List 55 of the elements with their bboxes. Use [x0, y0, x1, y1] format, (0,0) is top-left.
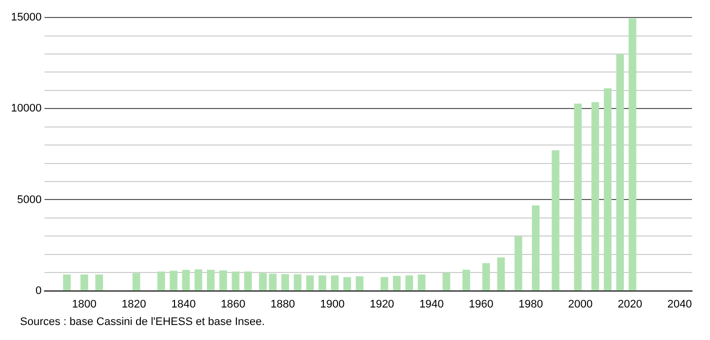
x-tick-label: 1920 — [370, 298, 394, 310]
bar — [294, 274, 302, 291]
bar — [95, 274, 103, 291]
bar — [482, 263, 490, 291]
y-tick-label: 15000 — [10, 12, 42, 24]
x-tick-label: 1880 — [270, 298, 295, 310]
x-tick-label: 1980 — [518, 298, 544, 310]
bar — [330, 275, 339, 291]
bar — [63, 274, 71, 291]
bar — [232, 272, 240, 291]
bar — [604, 88, 612, 291]
bar — [80, 274, 88, 291]
bar — [206, 270, 215, 291]
x-tick-label: 2020 — [618, 298, 642, 310]
bar — [616, 54, 624, 291]
bar — [628, 18, 636, 291]
bar — [244, 272, 252, 291]
bar — [405, 275, 414, 291]
x-tick-label: 1940 — [419, 298, 444, 310]
bar — [380, 276, 388, 291]
bar — [281, 274, 290, 291]
bar — [318, 275, 326, 291]
y-tick-label: 10000 — [10, 102, 42, 115]
x-tick-label: 1960 — [468, 298, 494, 310]
bar — [418, 274, 426, 291]
y-tick-label: 0 — [35, 284, 42, 297]
bar — [259, 273, 267, 291]
x-tick-label: 2000 — [568, 298, 593, 310]
bar — [462, 270, 470, 291]
bar — [574, 104, 582, 291]
bar — [194, 269, 202, 291]
x-tick-label: 1820 — [122, 298, 146, 310]
x-tick-label: 2040 — [667, 298, 692, 310]
bar — [591, 102, 600, 291]
y-tick-label: 5000 — [17, 194, 42, 206]
x-tick-label: 1840 — [171, 298, 196, 310]
bar — [157, 272, 165, 291]
x-tick-label: 1860 — [220, 298, 246, 310]
x-tick-label: 1900 — [320, 298, 345, 310]
bar — [392, 276, 401, 291]
bar — [170, 270, 178, 291]
bar — [532, 205, 540, 291]
bar — [514, 236, 522, 291]
bar — [552, 150, 560, 291]
bar — [356, 276, 364, 291]
bar — [182, 270, 190, 291]
x-tick-label: 1800 — [72, 298, 97, 310]
source-note: Sources : base Cassini de l'EHESS et base Insee. — [20, 316, 266, 328]
bar — [219, 270, 228, 291]
bar — [343, 277, 352, 291]
bar — [442, 272, 450, 291]
bar — [268, 274, 277, 291]
bar — [497, 257, 505, 291]
bar — [132, 273, 140, 291]
bar — [306, 275, 314, 291]
